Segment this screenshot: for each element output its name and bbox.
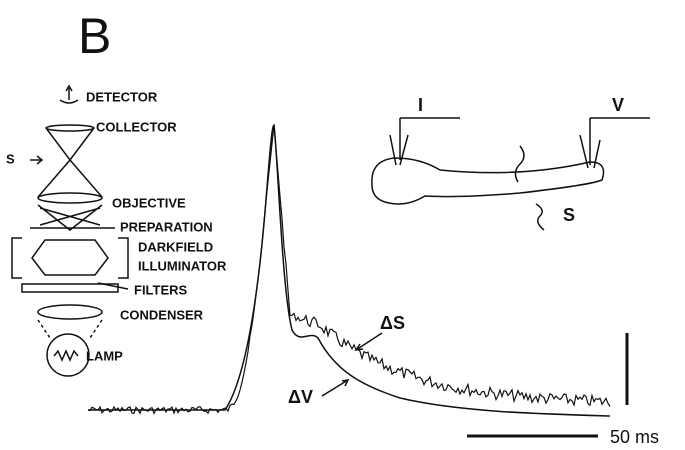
- apparatus-label: ILLUMINATOR: [138, 258, 227, 273]
- apparatus-label: LAMP: [86, 348, 123, 363]
- apparatus-label: PREPARATION: [120, 219, 213, 234]
- trace-label: ΔS: [380, 313, 405, 333]
- apparatus-label: S: [6, 151, 15, 166]
- scale-label: 50 ms: [610, 427, 659, 447]
- panel-label: B: [78, 8, 111, 64]
- apparatus-label: DETECTOR: [86, 89, 158, 104]
- trace-label: ΔV: [288, 387, 313, 407]
- apparatus-label: COLLECTOR: [96, 119, 177, 134]
- apparatus-label: DARKFIELD: [138, 239, 213, 254]
- apparatus-label: CONDENSER: [120, 307, 204, 322]
- neuron-label: S: [563, 205, 575, 225]
- apparatus-label: OBJECTIVE: [112, 195, 186, 210]
- arrow: [356, 333, 382, 350]
- neuron-label: I: [418, 95, 423, 115]
- apparatus-label: FILTERS: [134, 282, 188, 297]
- arrow: [322, 380, 348, 396]
- figure: B DETECTOR COLLECTOR S OBJECTIVE PREPARA…: [0, 0, 685, 450]
- neuron-label: V: [612, 95, 624, 115]
- neuron: [372, 118, 650, 230]
